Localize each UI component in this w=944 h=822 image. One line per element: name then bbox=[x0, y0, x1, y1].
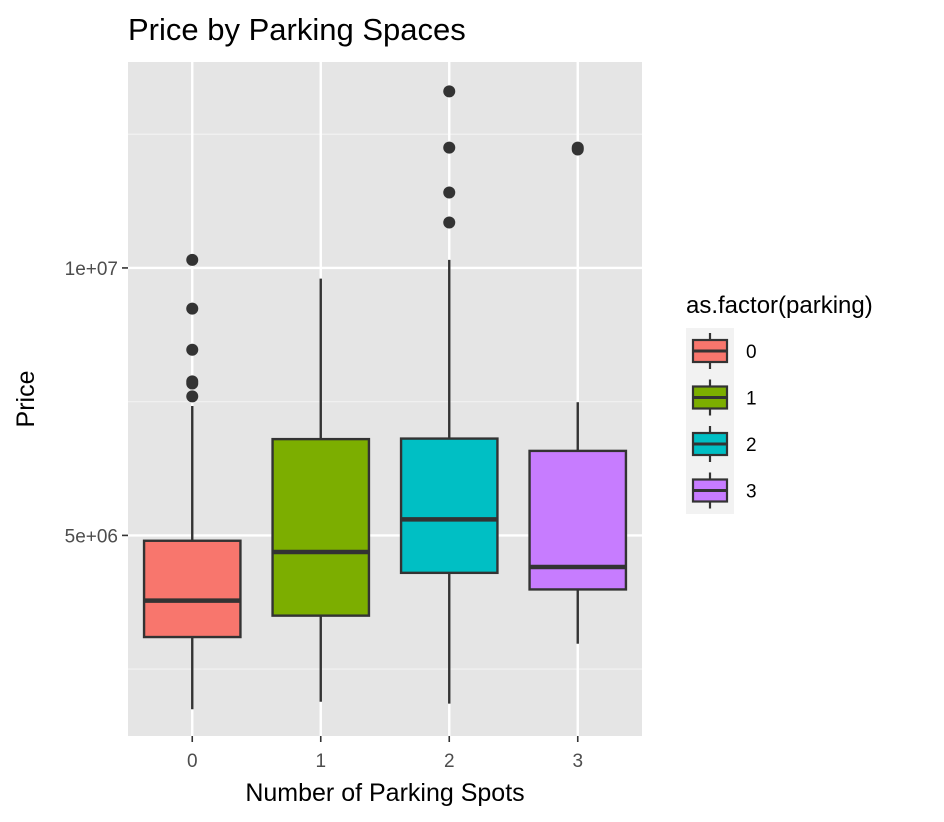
legend-label: 2 bbox=[746, 435, 757, 456]
x-axis-title: Number of Parking Spots bbox=[245, 779, 524, 807]
outlier-point bbox=[571, 141, 584, 154]
legend-item-2: 2 bbox=[691, 426, 757, 462]
legend-item-1: 1 bbox=[691, 379, 757, 416]
outlier-point bbox=[186, 302, 199, 315]
box-group-1 bbox=[271, 278, 371, 702]
box-iqr bbox=[399, 437, 499, 575]
legend-item-0: 0 bbox=[691, 333, 757, 369]
legend-title: as.factor(parking) bbox=[686, 292, 873, 319]
outlier-point bbox=[443, 141, 456, 154]
box-iqr bbox=[271, 437, 371, 617]
outlier-point bbox=[186, 375, 199, 388]
outlier-point bbox=[443, 216, 456, 229]
axis-layer: 5e+06 1e+07 0 1 2 3 bbox=[65, 259, 583, 772]
outlier-point bbox=[186, 253, 199, 266]
box-group-2 bbox=[399, 85, 499, 704]
outlier-point bbox=[186, 390, 199, 403]
legend-item-3: 3 bbox=[691, 472, 757, 509]
y-axis-title: Price bbox=[12, 371, 40, 428]
legend-label: 3 bbox=[746, 482, 757, 503]
chart-title: Price by Parking Spaces bbox=[128, 12, 466, 47]
outlier-point bbox=[186, 343, 199, 356]
y-tick-label: 1e+07 bbox=[65, 259, 118, 280]
box-iqr bbox=[142, 539, 242, 639]
box-group-0 bbox=[142, 253, 242, 710]
legend-label: 1 bbox=[746, 389, 757, 410]
x-tick-label: 1 bbox=[315, 751, 326, 772]
outlier-point bbox=[443, 85, 456, 98]
legend: as.factor(parking) 0 1 2 3 bbox=[686, 292, 873, 514]
x-tick-label: 3 bbox=[572, 751, 583, 772]
box-group-3 bbox=[528, 141, 628, 644]
y-tick-label: 5e+06 bbox=[65, 526, 118, 547]
x-tick-label: 0 bbox=[187, 751, 198, 772]
box-layer bbox=[142, 85, 628, 710]
x-tick-label: 2 bbox=[444, 751, 455, 772]
legend-label: 0 bbox=[746, 342, 757, 363]
outlier-point bbox=[443, 186, 456, 199]
